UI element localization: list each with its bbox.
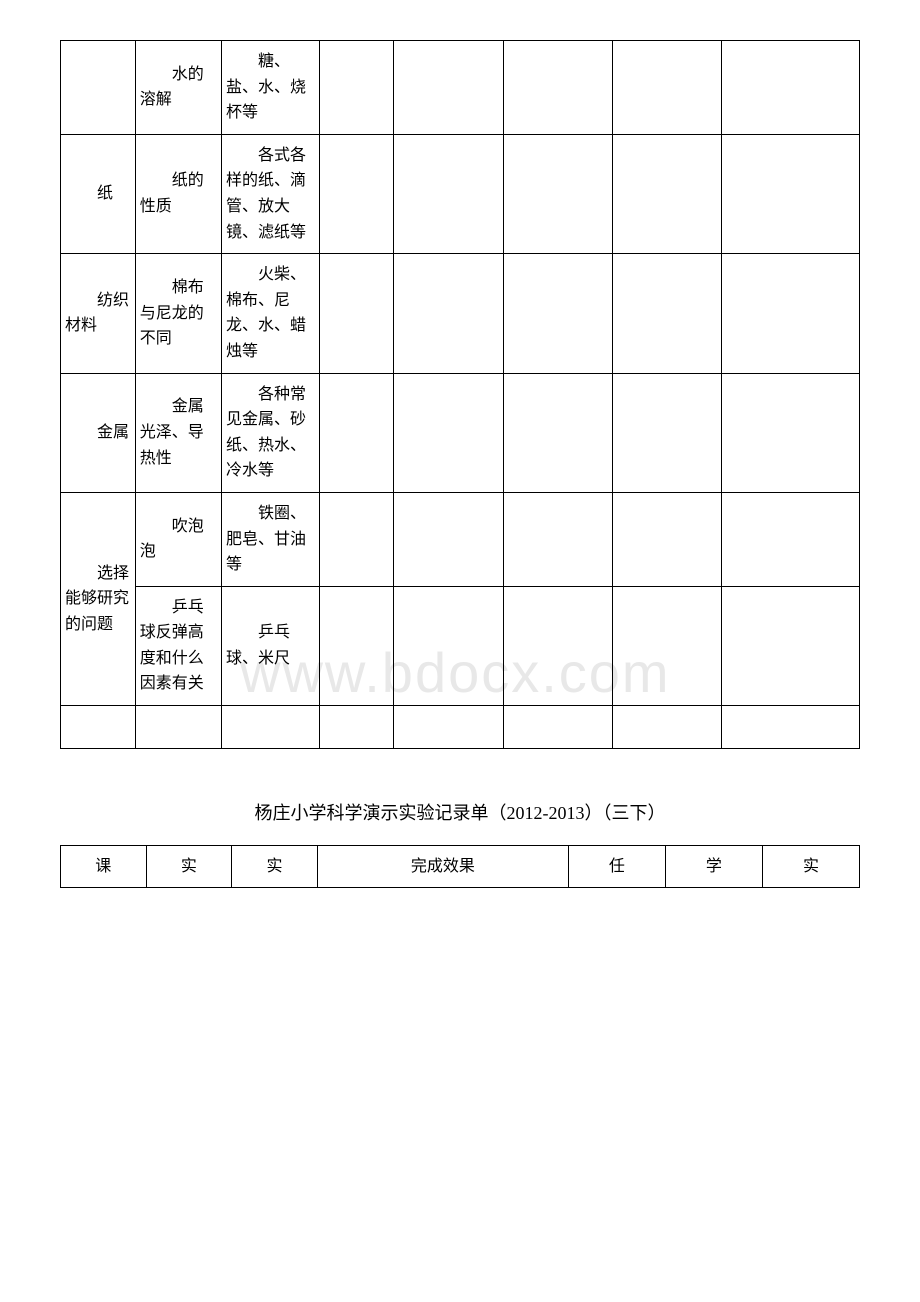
cell-materials: 各种常见金属、砂纸、热水、冷水等	[221, 373, 319, 492]
cell-topic	[61, 41, 136, 135]
cell-empty	[721, 254, 859, 373]
cell-empty	[612, 41, 721, 135]
header-cell: 完成效果	[317, 845, 568, 888]
cell-empty	[319, 134, 394, 253]
cell-empty	[319, 373, 394, 492]
cell-empty	[394, 41, 503, 135]
cell-empty	[61, 706, 136, 749]
cell-empty	[721, 41, 859, 135]
cell-empty	[612, 134, 721, 253]
cell-empty	[612, 586, 721, 705]
cell-empty	[394, 706, 503, 749]
cell-empty	[221, 706, 319, 749]
cell-empty	[503, 41, 612, 135]
header-cell: 任	[568, 845, 665, 888]
cell-empty	[612, 373, 721, 492]
header-cell: 实	[762, 845, 859, 888]
cell-experiment: 吹泡泡	[135, 492, 221, 586]
cell-experiment: 乒乓球反弹高度和什么因素有关	[135, 586, 221, 705]
cell-empty	[721, 134, 859, 253]
cell-empty	[721, 706, 859, 749]
cell-materials: 糖、盐、水、烧杯等	[221, 41, 319, 135]
table-row: 纸 纸的性质 各式各样的纸、滴管、放大镜、滤纸等	[61, 134, 860, 253]
cell-topic: 纺织材料	[61, 254, 136, 373]
section-heading: 杨庄小学科学演示实验记录单（2012-2013）（三下）	[60, 799, 860, 825]
cell-topic: 金属	[61, 373, 136, 492]
cell-materials: 火柴、棉布、尼龙、水、蜡烛等	[221, 254, 319, 373]
header-cell: 实	[146, 845, 232, 888]
table-row: 乒乓球反弹高度和什么因素有关 乒乓球、米尺	[61, 586, 860, 705]
cell-topic: 纸	[61, 134, 136, 253]
header-cell: 课	[61, 845, 147, 888]
cell-empty	[721, 586, 859, 705]
cell-experiment: 金属光泽、导热性	[135, 373, 221, 492]
cell-empty	[612, 492, 721, 586]
cell-empty	[503, 254, 612, 373]
cell-empty	[394, 586, 503, 705]
experiment-table-1: 水的溶解 糖、盐、水、烧杯等 纸 纸的性质 各式各样的纸、滴管、放大镜、滤纸等 …	[60, 40, 860, 749]
table-row: 金属 金属光泽、导热性 各种常见金属、砂纸、热水、冷水等	[61, 373, 860, 492]
experiment-table-2: 课 实 实 完成效果 任 学 实	[60, 845, 860, 889]
cell-topic: 选择能够研究的问题	[61, 492, 136, 705]
cell-materials: 铁圈、肥皂、甘油等	[221, 492, 319, 586]
header-cell: 学	[665, 845, 762, 888]
cell-empty	[319, 41, 394, 135]
cell-empty	[319, 254, 394, 373]
cell-experiment: 纸的性质	[135, 134, 221, 253]
cell-empty	[503, 492, 612, 586]
table-header-row: 课 实 实 完成效果 任 学 实	[61, 845, 860, 888]
cell-materials: 乒乓球、米尺	[221, 586, 319, 705]
cell-materials: 各式各样的纸、滴管、放大镜、滤纸等	[221, 134, 319, 253]
cell-empty	[394, 254, 503, 373]
cell-empty	[503, 586, 612, 705]
cell-empty	[394, 492, 503, 586]
table-row: 纺织材料 棉布与尼龙的不同 火柴、棉布、尼龙、水、蜡烛等	[61, 254, 860, 373]
table-row-empty	[61, 706, 860, 749]
cell-empty	[612, 254, 721, 373]
header-cell: 实	[232, 845, 318, 888]
cell-empty	[503, 134, 612, 253]
cell-empty	[135, 706, 221, 749]
cell-empty	[503, 706, 612, 749]
cell-empty	[721, 373, 859, 492]
cell-empty	[319, 586, 394, 705]
cell-empty	[721, 492, 859, 586]
cell-experiment: 水的溶解	[135, 41, 221, 135]
cell-empty	[394, 373, 503, 492]
cell-empty	[319, 492, 394, 586]
cell-empty	[394, 134, 503, 253]
table-row: 选择能够研究的问题 吹泡泡 铁圈、肥皂、甘油等	[61, 492, 860, 586]
table-row: 水的溶解 糖、盐、水、烧杯等	[61, 41, 860, 135]
cell-empty	[612, 706, 721, 749]
cell-empty	[503, 373, 612, 492]
cell-empty	[319, 706, 394, 749]
cell-experiment: 棉布与尼龙的不同	[135, 254, 221, 373]
